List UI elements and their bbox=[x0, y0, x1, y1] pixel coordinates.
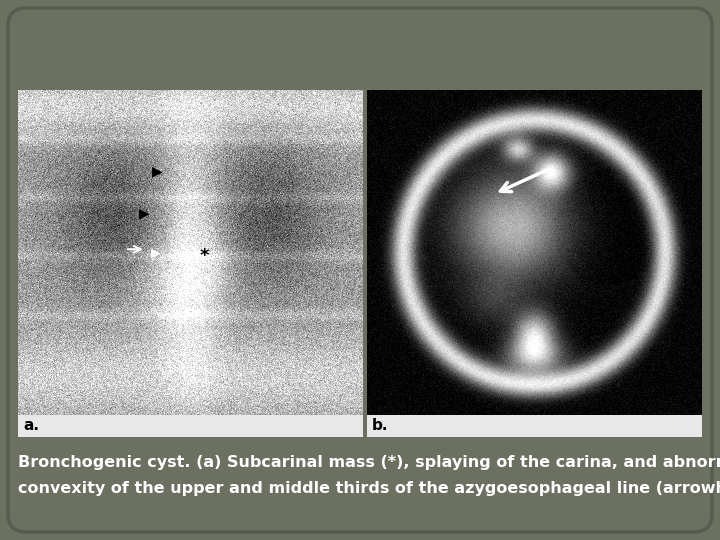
FancyBboxPatch shape bbox=[8, 8, 712, 532]
Text: ▶: ▶ bbox=[151, 246, 161, 259]
Text: ▶: ▶ bbox=[152, 164, 163, 178]
Text: ▶: ▶ bbox=[138, 206, 149, 220]
Text: Bronchogenic cyst. (a) Subcarinal mass (*), splaying of the carina, and abnormal: Bronchogenic cyst. (a) Subcarinal mass (… bbox=[18, 456, 720, 470]
Bar bbox=[18, 415, 363, 437]
Text: *: * bbox=[199, 247, 209, 265]
Bar bbox=[367, 415, 702, 437]
Text: convexity of the upper and middle thirds of the azygoesophageal line (arrowheads: convexity of the upper and middle thirds… bbox=[18, 481, 720, 496]
Text: b.: b. bbox=[372, 418, 389, 434]
Text: a.: a. bbox=[23, 418, 39, 434]
